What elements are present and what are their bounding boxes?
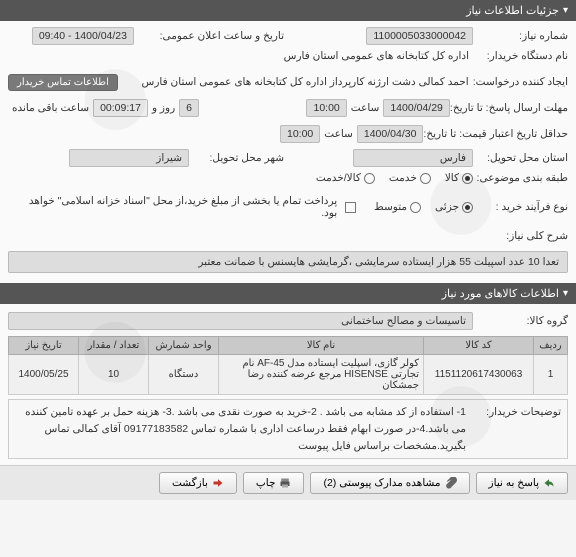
- partial-pay-label: پرداخت تمام یا بخشی از مبلغ خرید،از محل …: [8, 193, 341, 221]
- attachment-icon: [445, 477, 457, 489]
- radio-mid[interactable]: متوسط: [374, 201, 421, 213]
- radio-low[interactable]: جزئی: [435, 201, 473, 213]
- print-icon: [279, 477, 291, 489]
- province: فارس: [353, 149, 473, 167]
- announce-label: تاریخ و ساعت اعلان عمومی:: [134, 30, 284, 42]
- section-header-details[interactable]: ▾ جزئیات اطلاعات نیاز: [0, 0, 576, 21]
- time-label-1: ساعت: [347, 100, 384, 116]
- days-remaining: 6: [179, 99, 199, 117]
- deadline-time: 10:00: [306, 99, 346, 117]
- notes-label: توضیحات خریدار:: [466, 404, 561, 454]
- group-label: گروه کالا:: [473, 315, 568, 327]
- col-qty: تعداد / مقدار: [79, 337, 149, 355]
- col-row: ردیف: [534, 337, 568, 355]
- process-label: نوع فرآیند خرید :: [473, 201, 568, 213]
- radio-icon: [410, 202, 421, 213]
- countdown: 00:09:17: [93, 99, 148, 117]
- buyer-org: اداره کل کتابخانه های عمومی استان فارس: [280, 48, 473, 64]
- remain-label: ساعت باقی مانده: [8, 100, 93, 116]
- cell-row: 1: [534, 355, 568, 395]
- cell-code: 1151120617430063: [424, 355, 534, 395]
- items-table: ردیف کد کالا نام کالا واحد شمارش تعداد /…: [8, 336, 568, 395]
- radio-icon: [420, 173, 431, 184]
- days-label: روز و: [148, 100, 179, 116]
- back-button[interactable]: بازگشت: [159, 472, 237, 494]
- buyer-org-label: نام دستگاه خریدار:: [473, 50, 568, 62]
- table-row[interactable]: 1 1151120617430063 کولر گازی، اسپلیت ایس…: [9, 355, 568, 395]
- time-label-2: ساعت: [320, 126, 357, 142]
- cell-qty: 10: [79, 355, 149, 395]
- radio-icon: [364, 173, 375, 184]
- partial-pay-checkbox[interactable]: [345, 202, 356, 213]
- radio-goods[interactable]: کالا: [445, 172, 473, 184]
- details-body: شماره نیاز: 1100005033000042 تاریخ و ساع…: [0, 21, 576, 283]
- announce-value: 1400/04/23 - 09:40: [32, 27, 134, 45]
- category-label: طبقه بندی موضوعی:: [473, 172, 568, 184]
- section-title: اطلاعات کالاهای مورد نیاز: [442, 287, 559, 300]
- deadline-date: 1400/04/29: [383, 99, 450, 117]
- attachments-button[interactable]: مشاهده مدارک پیوستی (2): [310, 472, 469, 494]
- collapse-icon: ▾: [563, 288, 568, 299]
- creator-label: ایجاد کننده درخواست:: [473, 76, 568, 88]
- col-unit: واحد شمارش: [149, 337, 219, 355]
- col-date: تاریخ نیاز: [9, 337, 79, 355]
- min-credit-label: حداقل تاریخ اعتبار قیمت: تا تاریخ:: [423, 128, 568, 140]
- items-body: گروه کالا: تاسیسات و مصالح ساختمانی ردیف…: [0, 304, 576, 465]
- city-label: شهر محل تحویل:: [189, 152, 284, 164]
- cell-name: کولر گازی، اسپلیت ایستاده مدل AF-45 نام …: [219, 355, 424, 395]
- col-code: کد کالا: [424, 337, 534, 355]
- province-label: استان محل تحویل:: [473, 152, 568, 164]
- radio-service[interactable]: خدمت: [389, 172, 431, 184]
- print-button[interactable]: چاپ: [243, 472, 305, 494]
- cell-unit: دستگاه: [149, 355, 219, 395]
- reply-button[interactable]: پاسخ به نیاز: [476, 472, 568, 494]
- reply-icon: [543, 477, 555, 489]
- radio-icon: [462, 173, 473, 184]
- group-value: تاسیسات و مصالح ساختمانی: [8, 312, 473, 330]
- need-number: 1100005033000042: [366, 27, 473, 45]
- notes-text: 1- استفاده از کد مشابه می باشد . 2-خرید …: [15, 404, 466, 454]
- desc-label: شرح کلی نیاز:: [473, 230, 568, 242]
- buyer-notes: توضیحات خریدار: 1- استفاده از کد مشابه م…: [8, 399, 568, 459]
- radio-both[interactable]: کالا/خدمت: [316, 172, 375, 184]
- footer-toolbar: پاسخ به نیاز مشاهده مدارک پیوستی (2) چاپ…: [0, 465, 576, 500]
- category-radio-group: کالا خدمت کالا/خدمت: [316, 172, 473, 184]
- process-radio-group: جزئی متوسط: [374, 201, 473, 213]
- deadline-label: مهلت ارسال پاسخ: تا تاریخ:: [450, 102, 568, 114]
- cell-date: 1400/05/25: [9, 355, 79, 395]
- city: شیراز: [69, 149, 189, 167]
- min-credit-time: 10:00: [280, 125, 320, 143]
- need-number-label: شماره نیاز:: [473, 30, 568, 42]
- radio-icon: [462, 202, 473, 213]
- col-name: نام کالا: [219, 337, 424, 355]
- section-title: جزئیات اطلاعات نیاز: [466, 4, 559, 17]
- section-header-items[interactable]: ▾ اطلاعات کالاهای مورد نیاز: [0, 283, 576, 304]
- collapse-icon: ▾: [563, 5, 568, 16]
- min-credit-date: 1400/04/30: [357, 125, 424, 143]
- need-description: تعدا 10 عدد اسپیلت 55 هزار ایستاده سرمای…: [8, 251, 568, 273]
- back-icon: [212, 477, 224, 489]
- creator: احمد کمالی دشت ارژنه کارپرداز اداره کل ک…: [118, 74, 473, 90]
- contact-buyer-button[interactable]: اطلاعات تماس خریدار: [8, 74, 118, 91]
